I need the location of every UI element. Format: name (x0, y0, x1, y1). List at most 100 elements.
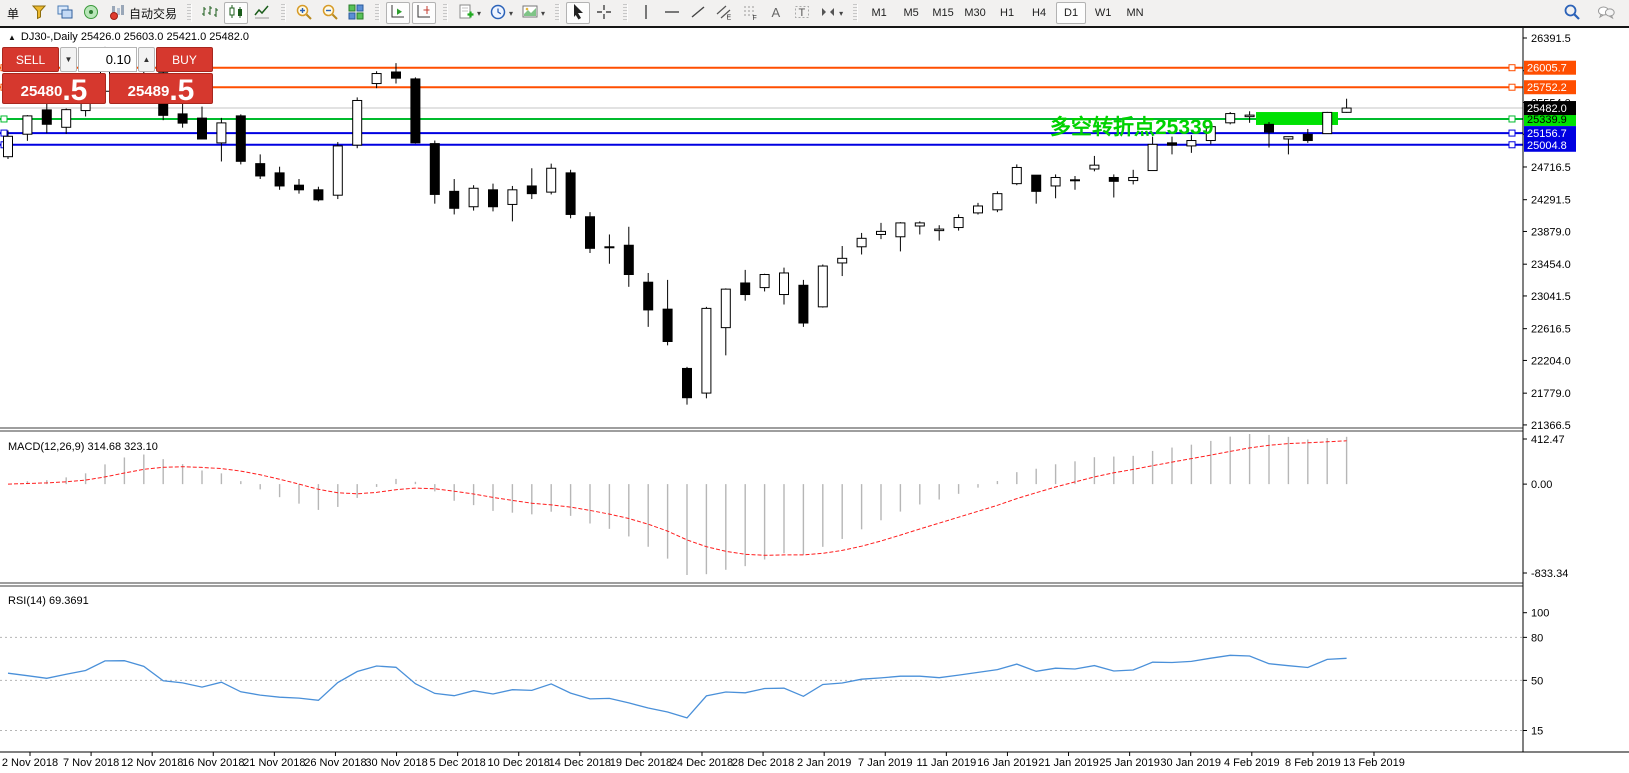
toolbar-group: 单 自动交易 (0, 0, 181, 26)
macd-panel[interactable]: MACD(12,26,9) 314.68 323.10 412.47 0.00 -83… (7, 434, 1568, 580)
zoom-in-button[interactable] (292, 2, 316, 24)
text-label-button[interactable]: T (790, 2, 814, 24)
tf-w1-button[interactable]: W1 (1088, 2, 1118, 24)
dropdown-caret-icon[interactable]: ▾ (509, 8, 514, 18)
date-tick-label: 30 Nov 2018 (365, 757, 427, 769)
equidistant-channel-button[interactable]: E (712, 2, 736, 24)
candle-body (507, 189, 518, 205)
search-button[interactable] (1560, 2, 1584, 24)
templates-button[interactable]: ▾ (518, 2, 548, 24)
sell-button[interactable]: SELL (2, 47, 59, 72)
candle-body (41, 109, 52, 125)
macd-axis-label: 0.00 (1531, 479, 1552, 491)
rsi-axis-label: 100 (1531, 608, 1549, 620)
buy-price-fraction: .5 (169, 73, 195, 104)
candle-body (1108, 176, 1119, 182)
indicators-button[interactable]: ▾ (454, 2, 484, 24)
line-anchor-icon[interactable] (0, 129, 8, 137)
sell-price-main: 25480 (20, 83, 63, 100)
cursor-icon (569, 3, 587, 24)
trendline-button[interactable] (686, 2, 710, 24)
candle-body (22, 115, 33, 135)
main-plot-area[interactable]: 多空转折点25339 (0, 46, 1523, 405)
pivot-annotation-text[interactable]: 多空转折点25339 (1050, 115, 1213, 139)
dropdown-caret-icon[interactable]: ▾ (477, 8, 482, 18)
toolbar-group: E F A T ▾ (617, 0, 847, 26)
fibonacci-button[interactable]: F (738, 2, 762, 24)
candle-body (488, 189, 498, 208)
candle-body (798, 284, 809, 324)
auto-scroll-button[interactable] (386, 2, 411, 24)
tf-h4-button[interactable]: H4 (1024, 2, 1054, 24)
toolbar-group: M1 M5 M15 M30 H1 H4 D1 W1 MN (847, 0, 1151, 26)
market-watch-button[interactable] (53, 2, 77, 24)
pivot-zone-rectangle[interactable] (1256, 112, 1338, 125)
volume-increase-button[interactable]: ▲ (138, 47, 155, 72)
dropdown-caret-icon[interactable]: ▾ (541, 8, 546, 18)
candle-body (429, 143, 440, 195)
date-tick-label: 30 Jan 2019 (1160, 757, 1221, 769)
tf-m15-button[interactable]: M15 (928, 2, 958, 24)
tf-d1-button[interactable]: D1 (1056, 2, 1087, 24)
volume-decrease-button[interactable]: ▼ (60, 47, 77, 72)
funnel-button[interactable] (27, 2, 51, 24)
cursor-button[interactable] (566, 2, 591, 24)
candle-body (449, 190, 460, 209)
sell-price-button[interactable]: 25480 .5 (2, 73, 106, 104)
tf-m30-button[interactable]: M30 (960, 2, 990, 24)
tf-m5-button[interactable]: M5 (896, 2, 926, 24)
autotrade-button[interactable]: 自动交易 (105, 2, 180, 24)
zoom-out-button[interactable] (318, 2, 342, 24)
buy-price-button[interactable]: 25489 .5 (109, 73, 213, 104)
search-icon (1563, 3, 1581, 24)
price-tick-label: 21366.5 (1531, 420, 1571, 432)
chart-line-button[interactable] (250, 2, 274, 24)
line-anchor-icon[interactable] (1508, 64, 1516, 72)
tile-windows-button[interactable] (344, 2, 368, 24)
candle-body (235, 115, 246, 162)
volume-input[interactable] (78, 47, 137, 72)
rsi-axis-label: 50 (1531, 675, 1543, 687)
chart-candles-button[interactable] (224, 2, 249, 24)
horizontal-line-button[interactable] (660, 2, 684, 24)
dropdown-caret-icon[interactable]: ▾ (839, 8, 844, 18)
rsi-axis-label: 15 (1531, 726, 1543, 738)
chat-button[interactable] (1594, 2, 1618, 24)
level-price-tag (1524, 80, 1576, 95)
line-anchor-icon[interactable] (1508, 129, 1516, 137)
line-anchor-icon[interactable] (1508, 115, 1516, 123)
tf-m1-button[interactable]: M1 (864, 2, 894, 24)
periods-button[interactable]: ▾ (486, 2, 516, 24)
chart-shift-button[interactable] (412, 2, 437, 24)
signal-button[interactable] (79, 2, 103, 24)
text-a-button[interactable]: A (764, 2, 788, 24)
line-anchor-icon[interactable] (1508, 83, 1516, 91)
candle-body (953, 217, 964, 229)
sell-price-fraction: .5 (62, 73, 88, 104)
candle-body (662, 308, 673, 342)
date-tick-label: 14 Dec 2018 (549, 757, 611, 769)
toolbar-group (549, 0, 617, 26)
line-anchor-icon[interactable] (1508, 141, 1516, 149)
toolbar-group: ▾ ▾ ▾ (437, 0, 549, 26)
candle-body (410, 78, 421, 144)
tile-windows-icon (347, 3, 365, 24)
crosshair-button[interactable] (592, 2, 616, 24)
arrow-shapes-button[interactable]: ▾ (816, 2, 846, 24)
date-tick-label: 26 Nov 2018 (304, 757, 366, 769)
buy-button[interactable]: BUY (156, 47, 213, 72)
candle-body (1089, 164, 1100, 170)
tf-h1-button[interactable]: H1 (992, 2, 1022, 24)
auto-scroll-icon (389, 3, 407, 24)
date-tick-label: 28 Dec 2018 (732, 757, 794, 769)
chart-bars-button[interactable] (198, 2, 222, 24)
rsi-panel[interactable]: RSI(14) 69.3691 100 80 50 15 (0, 595, 1549, 738)
line-anchor-icon[interactable] (0, 115, 8, 123)
collapse-arrow-icon[interactable]: ▲ (8, 32, 16, 42)
date-tick-label: 7 Jan 2019 (858, 757, 912, 769)
tf-mn-button[interactable]: MN (1120, 2, 1150, 24)
date-tick-label: 7 Nov 2018 (63, 757, 119, 769)
new-order-button[interactable]: 单 (1, 2, 25, 24)
vertical-line-button[interactable] (634, 2, 658, 24)
